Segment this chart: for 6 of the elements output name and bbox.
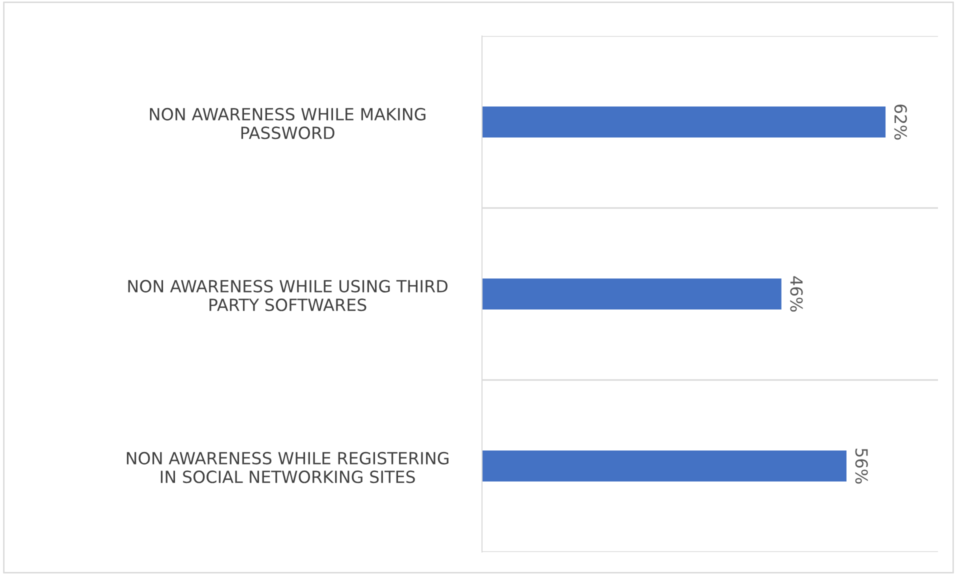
y-tick-label: NON AWARENESS WHILE MAKING PASSWORD: [150, 108, 426, 140]
data-label: 46%: [790, 276, 803, 312]
y-tick-label: NON AWARENESS WHILE REGISTERING IN SOCIAL NETWORKING SITES: [126, 452, 448, 484]
data-label: 56%: [855, 448, 868, 484]
y-tick-label: NON AWARENESS WHILE USING THIRD PARTY SOFTWARES: [128, 280, 448, 312]
data-label: 62%: [894, 104, 907, 140]
